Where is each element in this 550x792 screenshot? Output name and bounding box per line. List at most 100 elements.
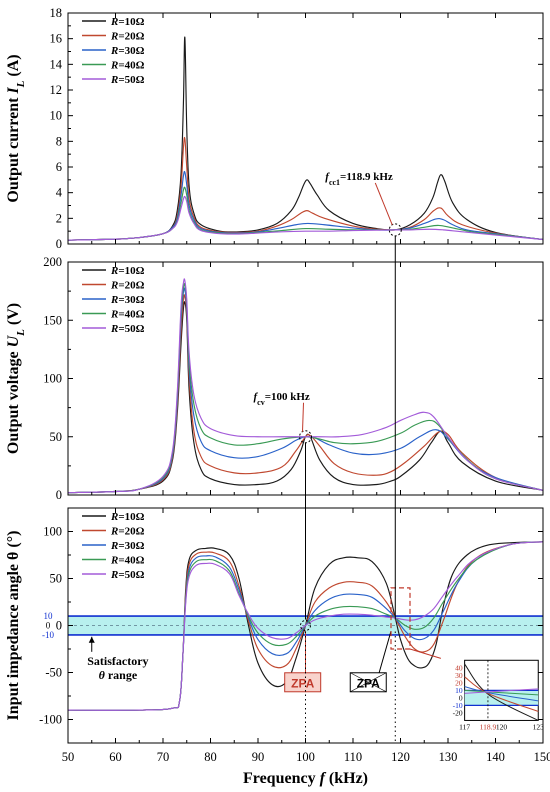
series-line-current-2 xyxy=(68,136,543,241)
x-axis-label-unit: (kHz) xyxy=(325,770,368,787)
y-tick-label: 200 xyxy=(43,255,62,269)
y-tick-label: 8 xyxy=(56,134,62,148)
band-text-rest: range xyxy=(105,668,138,682)
annotation-subscript: cc1 xyxy=(329,177,340,186)
legend-label: R=20Ω xyxy=(110,280,145,292)
zpa-arrow xyxy=(378,631,392,673)
annotation-value: =118.9 kHz xyxy=(340,171,393,183)
legend-symbol: R xyxy=(110,569,118,581)
x-tick-label: 80 xyxy=(204,750,217,764)
y-tick-label: 12 xyxy=(50,83,63,97)
y-tick-label: 18 xyxy=(50,6,63,20)
inset-x-tick-label: 123 xyxy=(533,722,545,731)
band-arrow-head xyxy=(88,636,95,643)
series-line-angle-1 xyxy=(68,541,543,711)
y-axis-label-text: Output voltage xyxy=(5,347,22,454)
y-axis-label-symbol: I xyxy=(5,87,22,95)
legend-symbol: R xyxy=(110,31,118,43)
zoom-box xyxy=(390,587,411,650)
x-tick-label: 50 xyxy=(62,750,75,764)
y-axis-label-current: Output current IL (A) xyxy=(5,54,27,202)
annotation-subscript: cv xyxy=(257,397,265,406)
legend-label: R=40Ω xyxy=(110,555,145,567)
legend-symbol: R xyxy=(110,280,118,292)
zpa-label: ZPA xyxy=(357,676,380,690)
y-tick-label: 4 xyxy=(56,186,63,200)
band-text-line1: Satisfactory xyxy=(87,654,148,668)
y-axis-label-subscript: L xyxy=(15,80,27,88)
legend-label: R=50Ω xyxy=(110,74,145,86)
panel-current-plot xyxy=(68,36,543,241)
y-tick-label: 50 xyxy=(50,430,63,444)
legend-value: =30Ω xyxy=(118,540,144,552)
zpa-label: ZPA xyxy=(291,676,314,690)
legend-symbol: R xyxy=(110,45,118,57)
legend-value: =30Ω xyxy=(118,294,144,306)
inset-y-tick-label: 20 xyxy=(455,678,463,687)
legend-value: =50Ω xyxy=(118,74,144,86)
legend-value: =50Ω xyxy=(118,323,144,335)
annotation-value: =100 kHz xyxy=(265,391,310,403)
x-axis-label-text: Frequency xyxy=(243,770,320,787)
y-tick-label: -100 xyxy=(39,713,62,727)
series-line-current-1 xyxy=(68,36,543,241)
inset-y-tick-label: 30 xyxy=(455,671,463,680)
y-axis-label-subscript: L xyxy=(15,329,27,337)
x-tick-label: 100 xyxy=(296,750,315,764)
legend-value: =20Ω xyxy=(118,31,144,43)
legend-label: R=30Ω xyxy=(110,540,145,552)
legend-label: R=10Ω xyxy=(110,511,145,523)
chart-plot-layer xyxy=(68,36,543,711)
legend-symbol: R xyxy=(110,16,118,28)
inset-y-tick-label: -20 xyxy=(453,708,463,717)
y-tick-label: 0 xyxy=(56,237,62,251)
x-tick-label: 90 xyxy=(252,750,265,764)
legend-label: R=30Ω xyxy=(110,294,145,306)
x-tick-label: 60 xyxy=(109,750,122,764)
band-value-label: -10 xyxy=(42,630,54,640)
y-axis-label-angle: Input impedance angle θ (°) xyxy=(5,531,22,721)
x-axis-label-symbol: f xyxy=(320,770,327,787)
inset-y-tick-label: 40 xyxy=(455,663,463,672)
inset-y-tick-label: -10 xyxy=(453,701,463,710)
x-axis-label: Frequency f (kHz) xyxy=(243,770,368,787)
legend-value: =40Ω xyxy=(118,309,144,321)
legend-value: =50Ω xyxy=(118,569,144,581)
y-axis-label-unit: (A) xyxy=(5,54,22,80)
legend-label: R=30Ω xyxy=(110,45,145,57)
annotation-arrow xyxy=(374,182,393,226)
series-line-voltage-5 xyxy=(68,278,543,494)
y-tick-label: 100 xyxy=(43,525,62,539)
legend-symbol: R xyxy=(110,309,118,321)
legend-value: =20Ω xyxy=(118,280,144,292)
y-tick-label: 0 xyxy=(56,488,62,502)
zpa-hatch xyxy=(350,672,387,693)
annotation-symbol: f xyxy=(325,171,330,183)
inset-x-tick-label: 118.9 xyxy=(480,722,497,731)
y-tick-label: 6 xyxy=(56,160,62,174)
legend-value: =10Ω xyxy=(118,16,144,28)
legend-symbol: R xyxy=(110,60,118,72)
y-tick-label: 50 xyxy=(50,572,63,586)
legend-value: =10Ω xyxy=(118,511,144,523)
y-tick-label: 100 xyxy=(43,372,62,386)
inset-x-tick-label: 117 xyxy=(459,722,470,731)
x-tick-label: 110 xyxy=(344,750,362,764)
x-tick-label: 70 xyxy=(157,750,170,764)
band-value-label: 10 xyxy=(44,611,54,621)
x-tick-label: 130 xyxy=(439,750,458,764)
y-tick-label: 16 xyxy=(50,32,63,46)
annotation-text-current: fcc1=118.9 kHz xyxy=(325,171,393,187)
legend-symbol: R xyxy=(110,555,118,567)
legend-label: R=40Ω xyxy=(110,60,145,72)
panel-voltage-plot xyxy=(68,278,543,494)
legend-symbol: R xyxy=(110,323,118,335)
legend-symbol: R xyxy=(110,74,118,86)
legend-symbol: R xyxy=(110,526,118,538)
legend-label: R=10Ω xyxy=(110,16,145,28)
legend-symbol: R xyxy=(110,294,118,306)
annotation-symbol: f xyxy=(254,391,259,403)
zero-crossing-marker xyxy=(300,620,311,631)
